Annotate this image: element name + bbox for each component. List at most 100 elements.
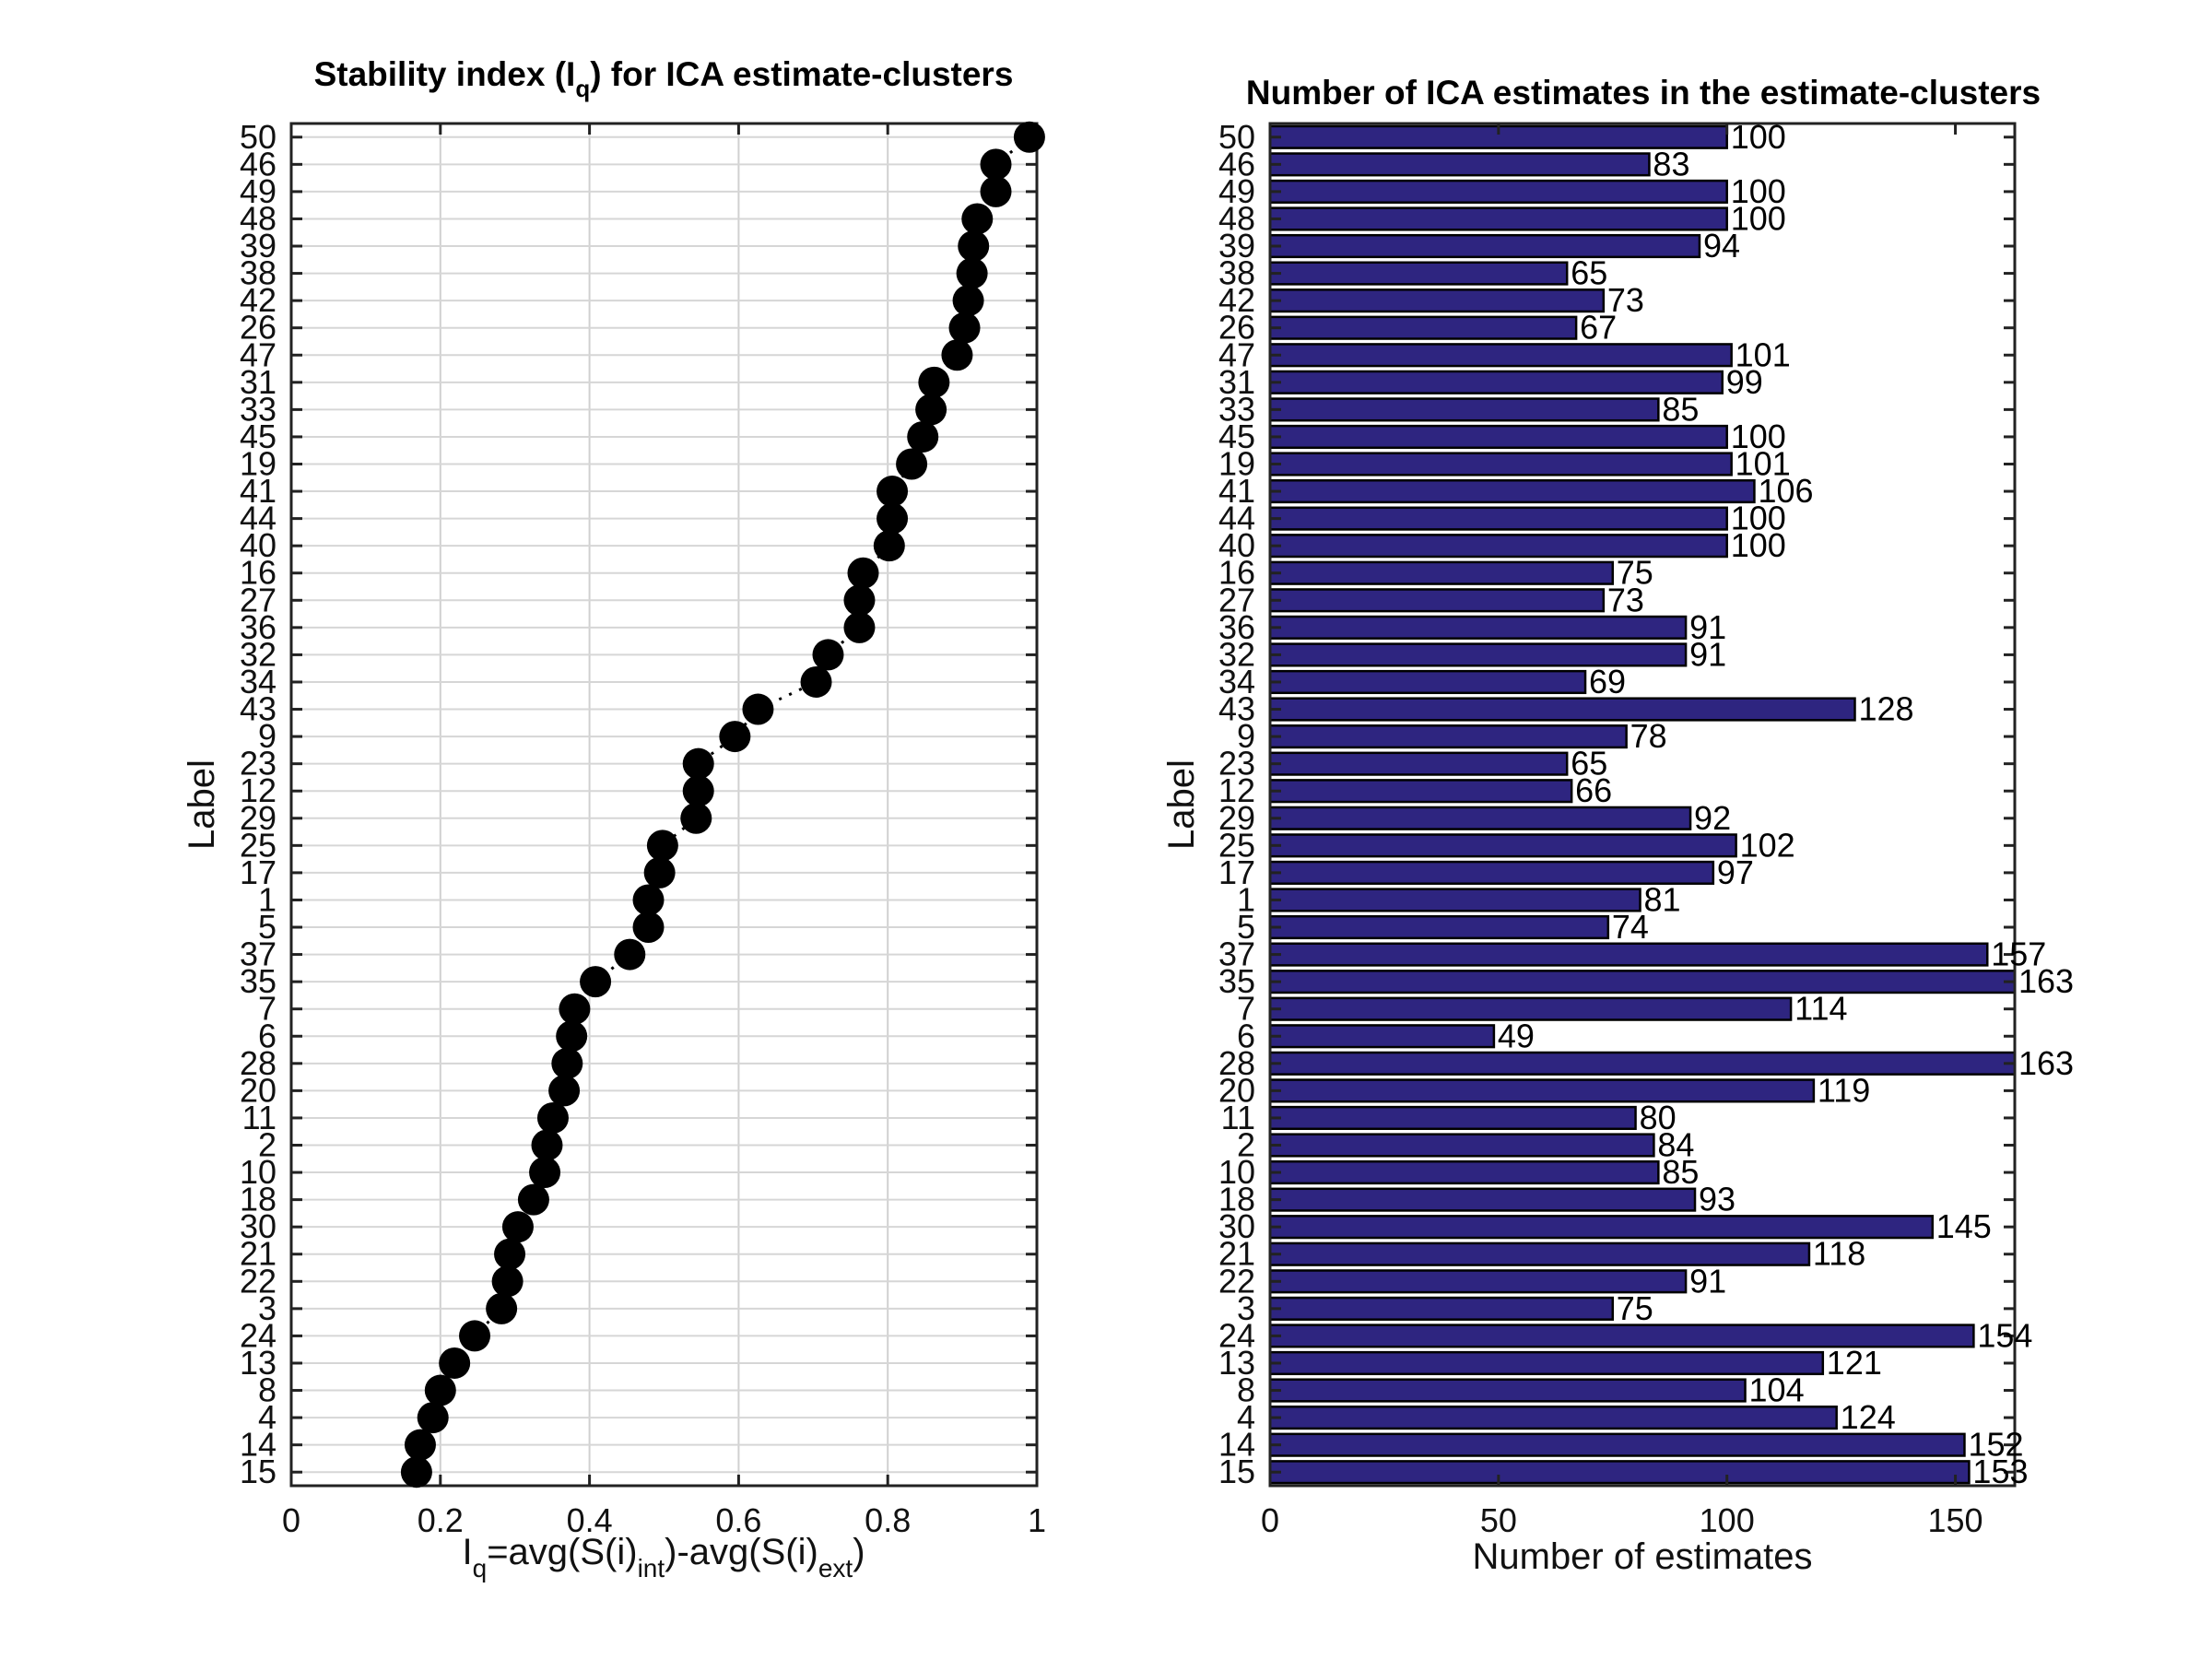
x-tick-label: 150: [1928, 1501, 1983, 1539]
y-tick-label: 36: [240, 608, 276, 646]
x-tick-label: 100: [1700, 1501, 1755, 1539]
bar-value-label: 85: [1662, 390, 1699, 428]
estimate-bar: [1268, 1024, 1496, 1049]
estimate-bar: [1268, 1406, 1838, 1430]
y-tick-label: 2: [1237, 1126, 1255, 1164]
y-tick-label: 15: [1218, 1453, 1255, 1490]
y-tick-label: 43: [1218, 690, 1255, 728]
y-tick-label: 16: [1218, 554, 1255, 592]
y-tick-label: 9: [1237, 717, 1255, 755]
y-tick-label: 17: [1218, 853, 1255, 891]
x-tick-label: 0.6: [715, 1501, 761, 1539]
bar-value-label: 97: [1717, 853, 1754, 891]
y-tick-label: 25: [1218, 826, 1255, 864]
bar-value-label: 114: [1794, 990, 1847, 1028]
y-tick-label: 40: [1218, 526, 1255, 564]
x-tick-label: 0.8: [865, 1501, 911, 1539]
y-tick-label: 20: [1218, 1071, 1255, 1109]
stability-x-axis-label: Iq=avg(S(i)int)-avg(S(i)ext): [462, 1532, 865, 1583]
estimate-bar: [1268, 560, 1615, 585]
stability-point: [800, 665, 832, 698]
bar-value-label: 85: [1662, 1153, 1699, 1191]
y-tick-label: 49: [1218, 172, 1255, 210]
y-tick-label: 24: [1218, 1316, 1255, 1354]
bar-value-label: 118: [1813, 1235, 1865, 1273]
bar-value-label: 152: [1968, 1426, 2023, 1464]
estimates-y-axis-label: Label: [1161, 759, 1202, 850]
stability-point: [517, 1183, 549, 1216]
y-tick-label: 19: [240, 445, 276, 483]
y-tick-label: 13: [1218, 1344, 1255, 1382]
y-tick-label: 1: [1237, 880, 1255, 918]
bar-value-label: 65: [1571, 745, 1607, 782]
y-tick-label: 18: [1218, 1181, 1255, 1218]
stability-point: [559, 993, 591, 1025]
stability-point: [529, 1157, 561, 1189]
y-tick-label: 19: [1218, 445, 1255, 483]
estimate-bar: [1268, 914, 1610, 940]
bar-value-label: 100: [1731, 118, 1786, 156]
stability-point: [958, 230, 990, 263]
y-tick-label: 12: [240, 771, 276, 809]
y-tick-label: 28: [1218, 1044, 1255, 1082]
stability-point: [491, 1265, 524, 1298]
stability-point: [459, 1320, 491, 1352]
y-tick-label: 3: [258, 1289, 276, 1327]
y-tick-label: 27: [240, 581, 276, 618]
y-tick-label: 10: [240, 1153, 276, 1191]
stability-point: [873, 530, 905, 562]
estimate-bar: [1268, 942, 1989, 967]
estimate-bar: [1268, 152, 1651, 177]
y-tick-label: 17: [240, 853, 276, 891]
stability-point: [843, 611, 876, 643]
estimate-bar: [1268, 1350, 1825, 1376]
bar-value-label: 94: [1703, 227, 1740, 265]
stability-point: [877, 502, 909, 535]
stability-point: [843, 584, 876, 617]
y-tick-label: 42: [240, 281, 276, 319]
y-tick-label: 12: [1218, 771, 1255, 809]
stability-ticks: [289, 124, 1039, 1486]
estimate-bar: [1268, 1078, 1816, 1103]
bar-value-label: 69: [1589, 663, 1626, 700]
bar-value-label: 100: [1731, 199, 1786, 237]
x-tick-label: 50: [1480, 1501, 1517, 1539]
bar-value-label: 100: [1731, 500, 1786, 537]
bar-value-label: 66: [1575, 771, 1612, 809]
estimates-ticks: [1268, 124, 2015, 1486]
estimate-bar: [1268, 833, 1737, 858]
stability-point: [742, 693, 774, 725]
y-tick-label: 40: [240, 526, 276, 564]
y-tick-label: 11: [1221, 1099, 1255, 1136]
stability-point: [907, 420, 939, 453]
y-tick-label: 27: [1218, 581, 1255, 618]
y-tick-label: 31: [1218, 363, 1255, 401]
y-tick-label: 47: [1218, 335, 1255, 373]
stability-point: [643, 856, 676, 888]
y-tick-label: 30: [240, 1207, 276, 1245]
y-tick-label: 32: [1218, 635, 1255, 673]
y-tick-label: 34: [1218, 663, 1255, 700]
stability-point: [948, 312, 981, 344]
stability-point: [646, 830, 678, 862]
stability-point: [941, 339, 973, 371]
y-tick-label: 35: [1218, 962, 1255, 1000]
y-tick-label: 13: [240, 1344, 276, 1382]
y-tick-label: 26: [240, 309, 276, 347]
stability-point: [486, 1292, 518, 1324]
estimate-bar: [1268, 534, 1728, 559]
stability-point: [847, 557, 879, 589]
bar-value-label: 163: [2018, 1044, 2074, 1082]
estimate-bar: [1268, 261, 1569, 286]
y-tick-label: 22: [1218, 1262, 1255, 1300]
stability-point: [424, 1374, 456, 1406]
y-tick-label: 10: [1218, 1153, 1255, 1191]
bar-value-label: 83: [1653, 145, 1689, 182]
stability-point: [980, 175, 1012, 207]
y-tick-label: 33: [240, 390, 276, 428]
estimate-bar: [1268, 1241, 1811, 1266]
estimate-bar: [1268, 370, 1724, 394]
bar-value-label: 67: [1580, 309, 1617, 347]
y-tick-label: 22: [240, 1262, 276, 1300]
bar-value-label: 92: [1694, 799, 1731, 837]
